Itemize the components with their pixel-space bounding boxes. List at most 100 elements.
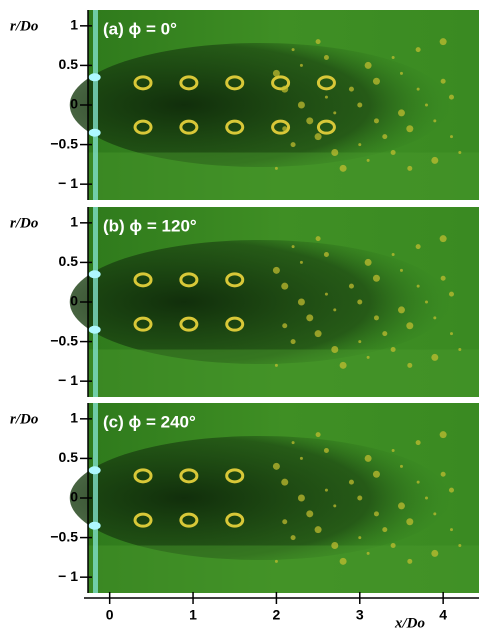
speckle: [397, 306, 405, 314]
speckle: [406, 322, 414, 330]
speckle: [424, 103, 428, 107]
y-axis-label: r/Do: [10, 18, 38, 34]
speckle: [439, 431, 447, 439]
y-tick-label: − 1: [58, 372, 78, 388]
speckle: [324, 488, 328, 492]
nozzle-glow: [93, 207, 99, 397]
speckle: [323, 448, 329, 453]
y-tick-label: − 1: [58, 568, 78, 584]
speckle: [433, 119, 437, 123]
vortex: [179, 272, 199, 288]
nozzle-light: [88, 466, 101, 475]
x-tick-label: 0: [106, 607, 114, 623]
speckle: [407, 165, 413, 171]
speckle: [282, 519, 288, 525]
panel: (a) ϕ = 0° r/Do 1 0.5 0 −0.5 − 1: [10, 10, 479, 200]
speckle: [415, 440, 421, 446]
speckle: [282, 126, 288, 132]
speckle: [364, 61, 372, 69]
speckle: [391, 56, 395, 59]
speckle: [324, 95, 328, 99]
speckle: [424, 496, 428, 500]
speckle: [314, 526, 322, 534]
vortex: [179, 468, 199, 484]
speckle: [431, 549, 439, 557]
y-tick-label: 0.5: [59, 56, 79, 72]
speckle: [440, 78, 446, 84]
y-tick-label: 1: [70, 17, 78, 33]
speckle: [274, 166, 278, 170]
speckle: [290, 142, 296, 148]
speckle: [323, 55, 329, 60]
y-tick-label: 1: [70, 214, 78, 230]
speckle: [431, 353, 439, 361]
speckle: [324, 292, 328, 296]
speckle: [415, 244, 421, 250]
panel: (c) ϕ = 240° r/Do 1 0.5 0 −0.5 − 1: [10, 403, 479, 593]
speckle: [390, 347, 396, 352]
speckle: [306, 314, 314, 322]
jet-region: [69, 436, 450, 560]
speckle: [315, 432, 321, 438]
speckle: [348, 479, 354, 485]
y-tick-label: 0: [70, 293, 78, 309]
speckle: [281, 478, 289, 486]
speckle: [331, 149, 339, 156]
speckle: [290, 535, 296, 541]
y-axis-label: r/Do: [10, 411, 38, 427]
speckle: [449, 135, 453, 139]
speckle: [440, 275, 446, 281]
speckle: [407, 362, 413, 368]
speckle: [433, 316, 437, 320]
speckle: [366, 551, 370, 555]
speckle: [416, 284, 420, 288]
nozzle-glow: [93, 10, 99, 200]
speckle: [439, 235, 447, 243]
jet-region: [69, 43, 450, 167]
speckle: [390, 543, 396, 548]
speckle: [358, 143, 362, 147]
speckle: [449, 332, 453, 336]
lower-shade: [88, 152, 479, 200]
speckle: [291, 48, 295, 52]
vortex: [316, 119, 336, 135]
speckle: [458, 544, 462, 547]
speckle: [399, 464, 403, 468]
speckle: [391, 449, 395, 452]
speckle: [291, 441, 295, 445]
speckle: [274, 363, 278, 367]
vortex: [225, 512, 245, 528]
speckle: [290, 339, 296, 345]
speckle: [272, 462, 280, 470]
vortex: [179, 512, 199, 528]
speckle: [323, 252, 329, 257]
jet-region: [69, 240, 450, 364]
speckle: [357, 299, 363, 305]
speckle: [382, 134, 388, 140]
y-tick-label: 0.5: [59, 253, 79, 269]
speckle: [291, 245, 295, 249]
x-tick-label: 2: [273, 607, 281, 623]
speckle: [372, 470, 380, 478]
speckle: [358, 536, 362, 540]
speckle: [348, 86, 354, 92]
speckle: [448, 291, 454, 297]
speckle: [299, 63, 303, 67]
lower-shade: [88, 545, 479, 593]
speckle: [416, 87, 420, 91]
speckle: [272, 69, 280, 77]
speckle: [440, 471, 446, 477]
vortex: [225, 119, 245, 135]
vortex: [225, 272, 245, 288]
speckle: [448, 94, 454, 100]
x-axis-label: x/Do: [394, 615, 425, 631]
speckle: [357, 102, 363, 108]
y-tick-label: 0.5: [59, 449, 79, 465]
speckle: [314, 330, 322, 338]
y-axis-label: r/Do: [10, 215, 38, 231]
speckle: [397, 502, 405, 510]
y-tick-label: − 1: [58, 175, 78, 191]
vortex: [179, 75, 199, 91]
speckle: [306, 117, 314, 125]
